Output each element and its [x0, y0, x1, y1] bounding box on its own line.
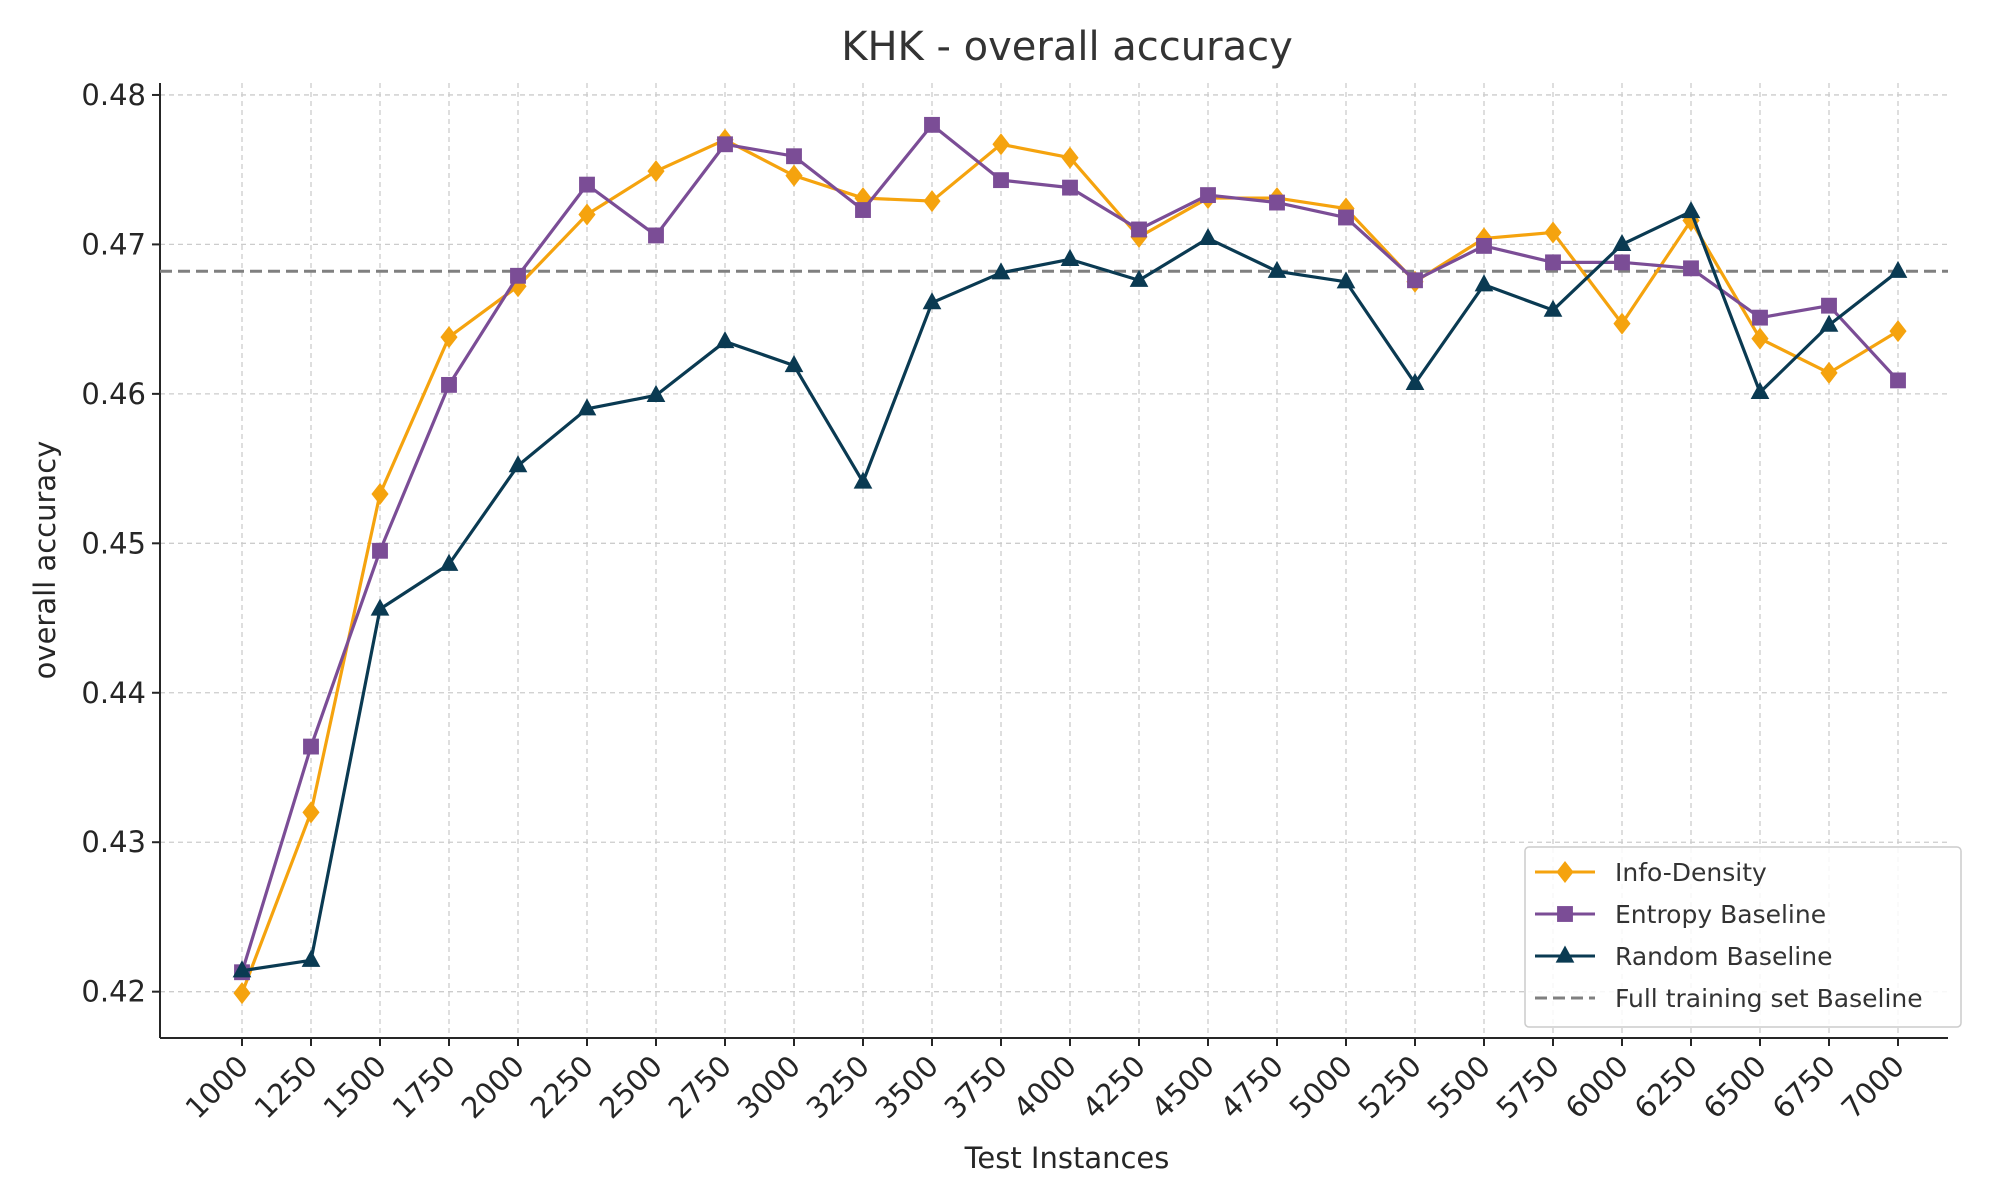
- diamond-marker: [1613, 312, 1631, 335]
- diamond-marker: [302, 801, 320, 824]
- triangle-marker: [1888, 260, 1908, 278]
- legend-item-random-baseline: Random Baseline: [1535, 942, 1832, 971]
- triangle-marker: [853, 471, 873, 489]
- diamond-marker: [1061, 146, 1079, 169]
- diamond-marker: [440, 326, 458, 349]
- y-tick-label: 0.48: [81, 78, 146, 112]
- triangle-marker: [370, 598, 390, 616]
- diamond-marker: [785, 164, 803, 187]
- square-marker: [303, 738, 319, 755]
- triangle-marker: [1555, 945, 1575, 963]
- triangle-marker: [1060, 248, 1080, 266]
- diamond-marker: [578, 203, 596, 226]
- triangle-marker: [646, 384, 666, 402]
- y-axis-label: overall accuracy: [28, 441, 62, 680]
- diamond-marker: [923, 190, 941, 213]
- square-marker: [648, 227, 664, 244]
- series-lines: [232, 116, 1908, 1005]
- legend-label: Entropy Baseline: [1615, 900, 1826, 929]
- diamond-marker: [992, 133, 1010, 156]
- triangle-marker: [577, 398, 597, 416]
- square-marker: [855, 202, 871, 218]
- diamond-marker: [854, 187, 872, 210]
- diamond-marker: [371, 482, 389, 505]
- axes: [159, 83, 1948, 1039]
- legend-label: Full training set Baseline: [1615, 984, 1923, 1013]
- legend-item-full-training-set-baseline: Full training set Baseline: [1535, 984, 1923, 1013]
- square-marker: [579, 176, 595, 193]
- series-entropy-baseline: [234, 116, 1906, 981]
- diamond-marker: [1556, 861, 1574, 883]
- square-marker: [1890, 372, 1906, 389]
- square-marker: [1269, 194, 1285, 211]
- triangle-marker: [301, 949, 321, 967]
- triangle-marker: [1198, 227, 1218, 246]
- square-marker: [1200, 187, 1216, 204]
- series-random-baseline: [232, 201, 1908, 978]
- chart-title: KHK - overall accuracy: [841, 24, 1293, 70]
- square-marker: [1407, 272, 1423, 289]
- y-tick-label: 0.46: [81, 377, 146, 411]
- square-marker: [717, 136, 733, 153]
- triangle-marker: [1750, 381, 1770, 399]
- triangle-marker: [1336, 271, 1356, 289]
- y-tick-label: 0.44: [81, 676, 146, 710]
- diamond-marker: [1820, 361, 1838, 384]
- square-marker: [786, 148, 802, 165]
- square-marker: [1131, 221, 1147, 238]
- square-marker: [924, 116, 940, 133]
- square-marker: [441, 376, 457, 393]
- diamond-marker: [1751, 327, 1769, 350]
- triangle-marker: [508, 455, 528, 473]
- triangle-marker: [991, 262, 1011, 280]
- diamond-marker: [233, 982, 251, 1005]
- triangle-marker: [1819, 314, 1839, 332]
- square-marker: [372, 542, 388, 559]
- triangle-marker: [1129, 269, 1149, 287]
- diamond-marker: [1682, 209, 1700, 232]
- triangle-marker: [784, 355, 804, 373]
- square-marker: [1338, 209, 1354, 226]
- legend-label: Random Baseline: [1615, 942, 1832, 971]
- square-marker: [1614, 254, 1630, 271]
- triangle-marker: [1267, 260, 1287, 278]
- triangle-marker: [922, 292, 942, 310]
- square-marker: [1752, 309, 1768, 326]
- triangle-marker: [1543, 299, 1563, 317]
- square-marker: [1821, 297, 1837, 314]
- triangle-marker: [1405, 372, 1425, 390]
- legend-box: [1524, 846, 1962, 1028]
- y-tick-label: 0.42: [81, 975, 146, 1009]
- legend-label: Info-Density: [1615, 858, 1767, 887]
- triangle-marker: [715, 331, 735, 349]
- diamond-marker: [1337, 197, 1355, 220]
- square-marker: [1062, 179, 1078, 196]
- diamond-marker: [647, 160, 665, 183]
- square-marker: [1476, 237, 1492, 254]
- triangle-marker: [1474, 274, 1494, 292]
- diamond-marker: [1544, 221, 1562, 244]
- triangle-marker: [232, 960, 252, 978]
- legend-item-info-density: Info-Density: [1535, 858, 1767, 887]
- y-tick-label: 0.47: [81, 227, 146, 261]
- triangle-marker: [1612, 233, 1632, 252]
- triangle-marker: [439, 553, 459, 571]
- square-marker: [993, 172, 1009, 189]
- diamond-marker: [1889, 320, 1907, 343]
- x-axis-label: Test Instances: [964, 1141, 1170, 1175]
- square-marker: [1545, 254, 1561, 271]
- y-tick-label: 0.43: [81, 825, 146, 859]
- square-marker: [510, 267, 526, 284]
- triangle-marker: [1681, 201, 1701, 219]
- legend-item-entropy-baseline: Entropy Baseline: [1535, 900, 1826, 929]
- square-marker: [1557, 906, 1573, 922]
- square-marker: [1683, 260, 1699, 277]
- y-tick-label: 0.45: [81, 526, 146, 560]
- legend: Info-Density Entropy Baseline Random Basel…: [1524, 846, 1962, 1028]
